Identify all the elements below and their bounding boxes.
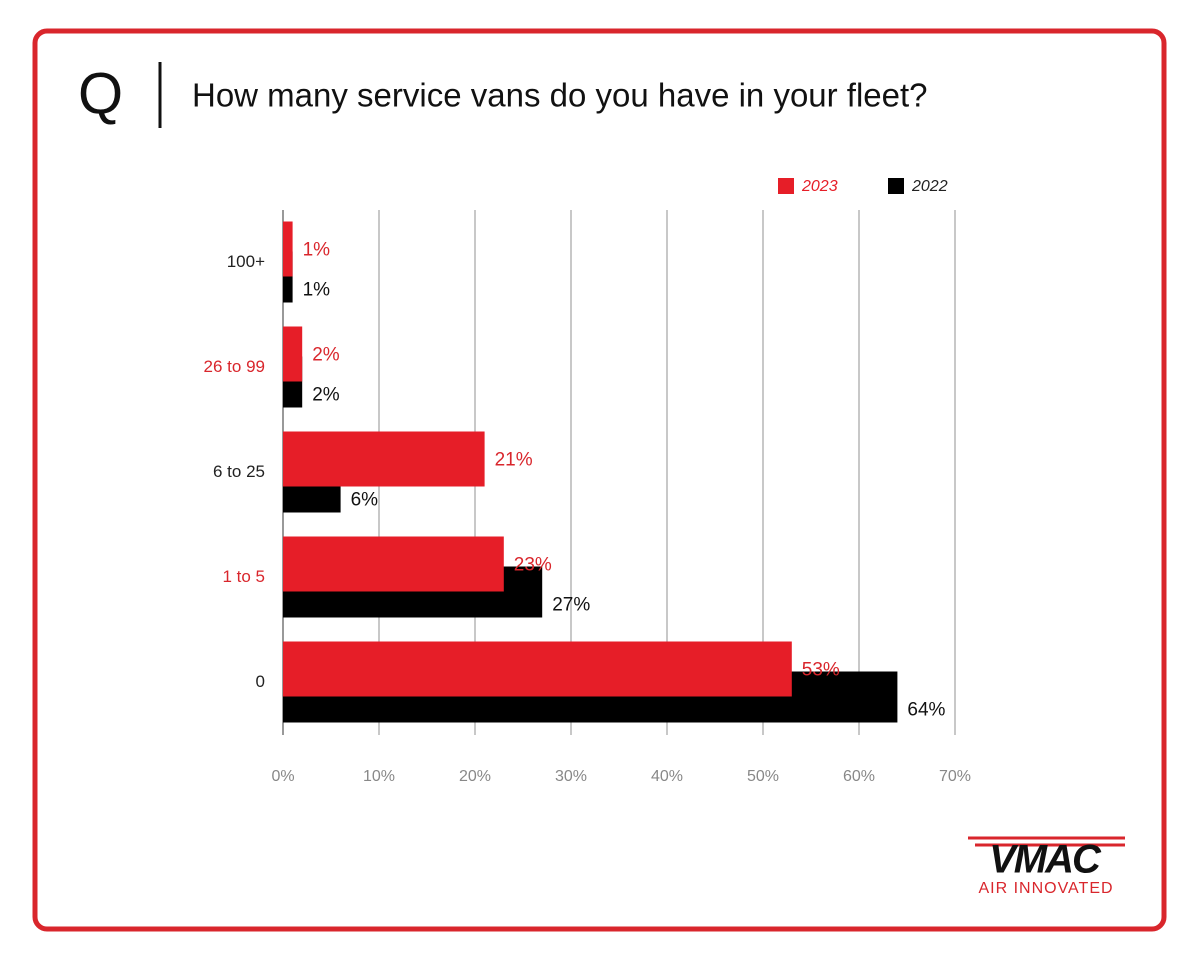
x-tick-label: 30%	[555, 768, 587, 785]
y-tick-label: 100+	[227, 252, 265, 271]
value-label: 27%	[552, 595, 590, 616]
logo: VMAC AIR INNOVATED	[968, 836, 1125, 897]
y-tick-label: 1 to 5	[222, 567, 265, 586]
bar	[283, 251, 293, 303]
value-label: 1%	[303, 240, 331, 261]
value-label: 21%	[495, 450, 533, 471]
x-tick-label: 0%	[271, 768, 294, 785]
x-tick-label: 70%	[939, 768, 971, 785]
logo-brand: VMAC	[989, 838, 1102, 882]
x-tick-label: 40%	[651, 768, 683, 785]
value-label: 6%	[351, 490, 379, 511]
x-tick-label: 20%	[459, 768, 491, 785]
legend-swatch	[888, 178, 904, 194]
logo-tagline: AIR INNOVATED	[978, 880, 1113, 897]
legend-swatch	[778, 178, 794, 194]
y-tick-label: 26 to 99	[204, 357, 265, 376]
bar	[283, 641, 792, 697]
x-tick-label: 60%	[843, 768, 875, 785]
bar	[283, 431, 485, 487]
value-label: 53%	[802, 660, 840, 681]
chart-title: How many service vans do you have in you…	[192, 77, 928, 114]
value-label: 64%	[907, 700, 945, 721]
bar	[283, 326, 303, 382]
legend-label: 2022	[911, 178, 948, 195]
bar	[283, 536, 504, 592]
legend-label: 2023	[801, 178, 838, 195]
y-tick-label: 6 to 25	[213, 462, 265, 481]
value-label: 1%	[303, 280, 331, 301]
x-tick-label: 10%	[363, 768, 395, 785]
value-label: 2%	[312, 345, 340, 366]
frame	[32, 28, 1167, 932]
question-marker: Q	[78, 61, 123, 126]
x-tick-label: 50%	[747, 768, 779, 785]
value-label: 2%	[312, 385, 340, 406]
bar	[283, 221, 293, 277]
value-label: 23%	[514, 555, 552, 576]
y-tick-label: 0	[256, 672, 265, 691]
